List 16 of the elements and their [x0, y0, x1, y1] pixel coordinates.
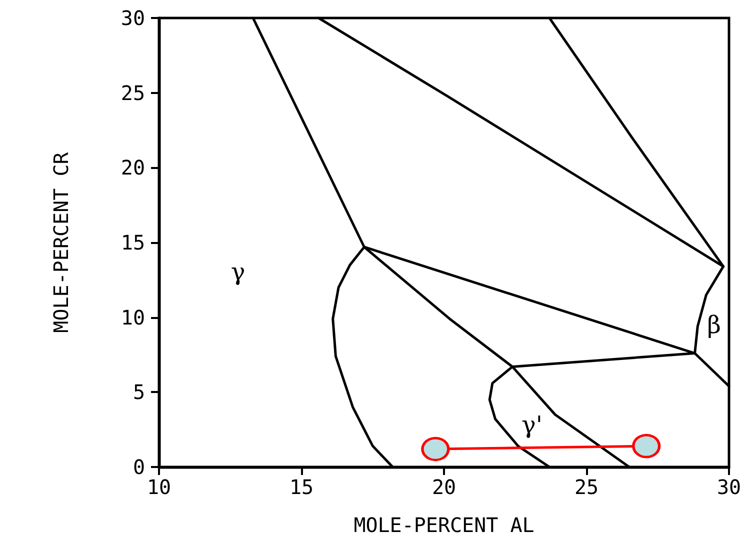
- y-tick-label: 15: [120, 230, 145, 254]
- y-tick-label: 20: [120, 156, 145, 180]
- x-tick-label: 25: [574, 475, 599, 499]
- x-tick-label: 15: [289, 475, 314, 499]
- annotation: γ: [230, 258, 246, 286]
- y-tick-label: 5: [132, 380, 145, 404]
- x-tick-label: 30: [716, 475, 742, 499]
- x-axis-title: MOLE-PERCENT AL: [354, 513, 534, 537]
- x-tick-label: 20: [432, 475, 456, 499]
- y-axis-title: MOLE-PERCENT CR: [49, 151, 73, 333]
- y-tick-label: 0: [132, 455, 145, 479]
- y-tick-label: 10: [120, 305, 145, 330]
- annotation: β: [707, 311, 721, 339]
- y-tick-label: 30: [120, 6, 145, 30]
- annotation: γ': [522, 411, 542, 439]
- y-tick-label: 25: [120, 80, 145, 105]
